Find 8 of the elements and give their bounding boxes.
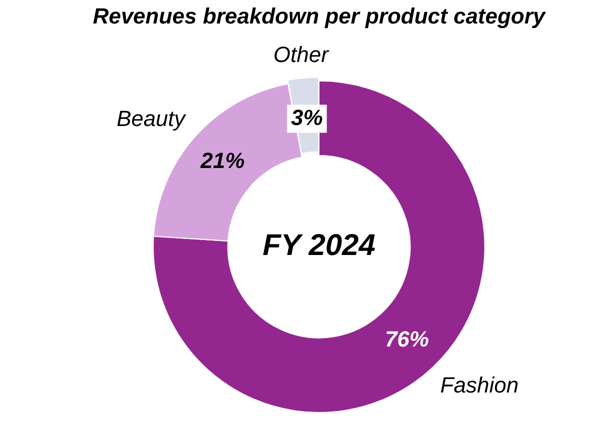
slice-label: Fashion [440, 372, 519, 398]
data-label: 3% [291, 104, 323, 130]
data-label: 21% [200, 148, 245, 173]
text: FY 2024 [262, 228, 376, 262]
chart-title: Revenues breakdown per product category [92, 3, 547, 28]
slice-label: Beauty [116, 106, 188, 131]
slice-label: Other [273, 42, 330, 67]
data-label: 76% [384, 326, 429, 352]
